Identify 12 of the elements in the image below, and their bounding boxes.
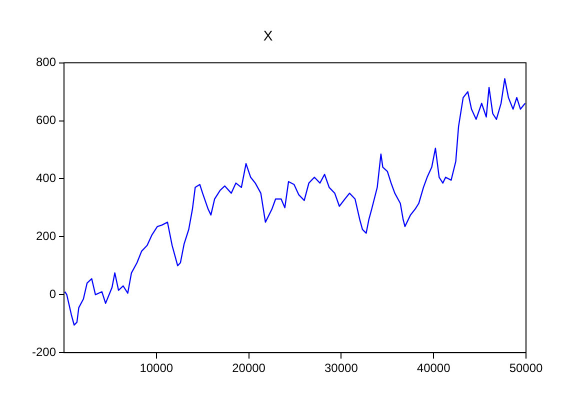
y-tick-label: -200 [32,344,56,359]
y-tick-label: 200 [36,228,56,243]
x-tick-label: 30000 [324,361,358,376]
x-tick-label: 10000 [140,361,174,376]
x-tick-label: 40000 [416,361,451,376]
y-tick-label: 0 [49,286,56,301]
chart-title: X [263,27,274,44]
y-tick-label: 800 [36,55,56,70]
y-tick-label: 400 [36,171,56,186]
x-tick-label: 20000 [232,361,266,376]
y-tick-label: 600 [36,113,56,128]
x-tick-label: 50000 [509,361,544,376]
